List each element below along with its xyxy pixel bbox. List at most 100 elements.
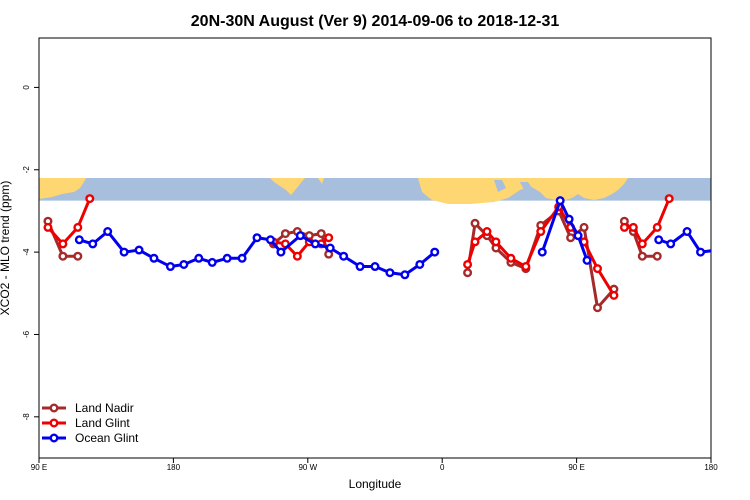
map-land-3 (418, 178, 628, 204)
y-tick-label: -2 (22, 166, 31, 174)
data-point (385, 268, 395, 278)
data-point (536, 227, 546, 237)
data-point (237, 253, 247, 263)
data-point (564, 214, 574, 224)
data-point (292, 251, 302, 261)
plot-frame (38, 37, 712, 459)
data-point (74, 235, 84, 245)
data-point (696, 247, 706, 257)
legend-item: Land Nadir (42, 401, 134, 415)
data-point (745, 263, 750, 270)
data-point (119, 247, 129, 257)
data-point (134, 245, 144, 255)
y-axis-label: XCO2 - MLO trend (ppm) (0, 181, 12, 316)
y-tick-label: -6 (22, 330, 31, 338)
series-line (46, 198, 92, 246)
data-point (325, 243, 335, 253)
data-point (43, 222, 53, 232)
data-point (609, 290, 619, 300)
data-point (470, 237, 480, 247)
map-land-1 (270, 178, 305, 195)
legend-marker (49, 433, 59, 443)
y-tick-label: 0 (22, 85, 31, 90)
data-point (339, 251, 349, 261)
legend-item: Ocean Glint (42, 431, 139, 445)
data-point (654, 235, 664, 245)
data-point (463, 268, 473, 278)
data-point (85, 194, 95, 204)
data-point (252, 233, 262, 243)
data-point (727, 255, 734, 262)
data-point (73, 251, 83, 261)
series-ocean-glint (74, 196, 750, 280)
data-point (714, 247, 721, 254)
data-point (103, 227, 113, 237)
data-point (470, 218, 480, 228)
data-point (316, 229, 326, 239)
data-point (310, 239, 320, 249)
map-land-0 (39, 178, 86, 199)
x-tick-label: 0 (440, 463, 445, 472)
data-point (664, 194, 674, 204)
x-tick-label: 180 (704, 463, 718, 472)
data-point (276, 247, 286, 257)
x-tick-label: 90 W (298, 463, 317, 472)
data-point (265, 235, 275, 245)
y-axis: 0 -2 -4 -6 -8 (22, 85, 39, 421)
data-point (573, 231, 583, 241)
data-point (628, 222, 638, 232)
data-point (149, 253, 159, 263)
data-point (179, 259, 189, 269)
data-point (58, 239, 68, 249)
data-point (295, 231, 305, 241)
data-point (324, 233, 334, 243)
data-point (537, 247, 547, 257)
legend-marker (49, 403, 59, 413)
y-tick-label: -8 (22, 413, 31, 421)
data-point (593, 303, 603, 313)
data-point (682, 227, 692, 237)
data-point (400, 270, 410, 280)
data-point (482, 227, 492, 237)
x-tick-label: 90 E (568, 463, 584, 472)
series-line (624, 198, 671, 246)
series-line (46, 220, 78, 258)
series-layer (43, 194, 750, 313)
map-land-2 (318, 178, 324, 184)
x-tick-label: 180 (167, 463, 181, 472)
x-axis: 90 E 180 90 W 0 90 E 180 (31, 458, 718, 472)
data-point (555, 196, 565, 206)
data-point (637, 239, 647, 249)
data-point (566, 233, 576, 243)
data-point (370, 262, 380, 272)
data-point (430, 247, 440, 257)
data-point (165, 262, 175, 272)
data-point (463, 259, 473, 269)
y-tick-label: -4 (22, 248, 31, 256)
data-point (280, 229, 290, 239)
chart-title: 20N-30N August (Ver 9) 2014-09-06 to 201… (191, 13, 560, 30)
map-sea-1 (520, 182, 532, 190)
data-point (73, 222, 83, 232)
data-point (207, 257, 217, 267)
legend-label: Land Nadir (75, 401, 134, 415)
data-point (619, 222, 629, 232)
data-point (593, 264, 603, 274)
data-point (582, 255, 592, 265)
data-point (222, 253, 232, 263)
data-point (652, 251, 662, 261)
data-point (652, 222, 662, 232)
data-point (194, 253, 204, 263)
data-point (579, 222, 589, 232)
data-point (58, 251, 68, 261)
data-point (491, 237, 501, 247)
legend-item: Land Glint (42, 416, 130, 430)
map-sea-0 (494, 180, 506, 192)
legend-label: Ocean Glint (75, 431, 139, 445)
data-point (637, 251, 647, 261)
legend-label: Land Glint (75, 416, 130, 430)
data-point (521, 262, 531, 272)
data-point (88, 239, 98, 249)
